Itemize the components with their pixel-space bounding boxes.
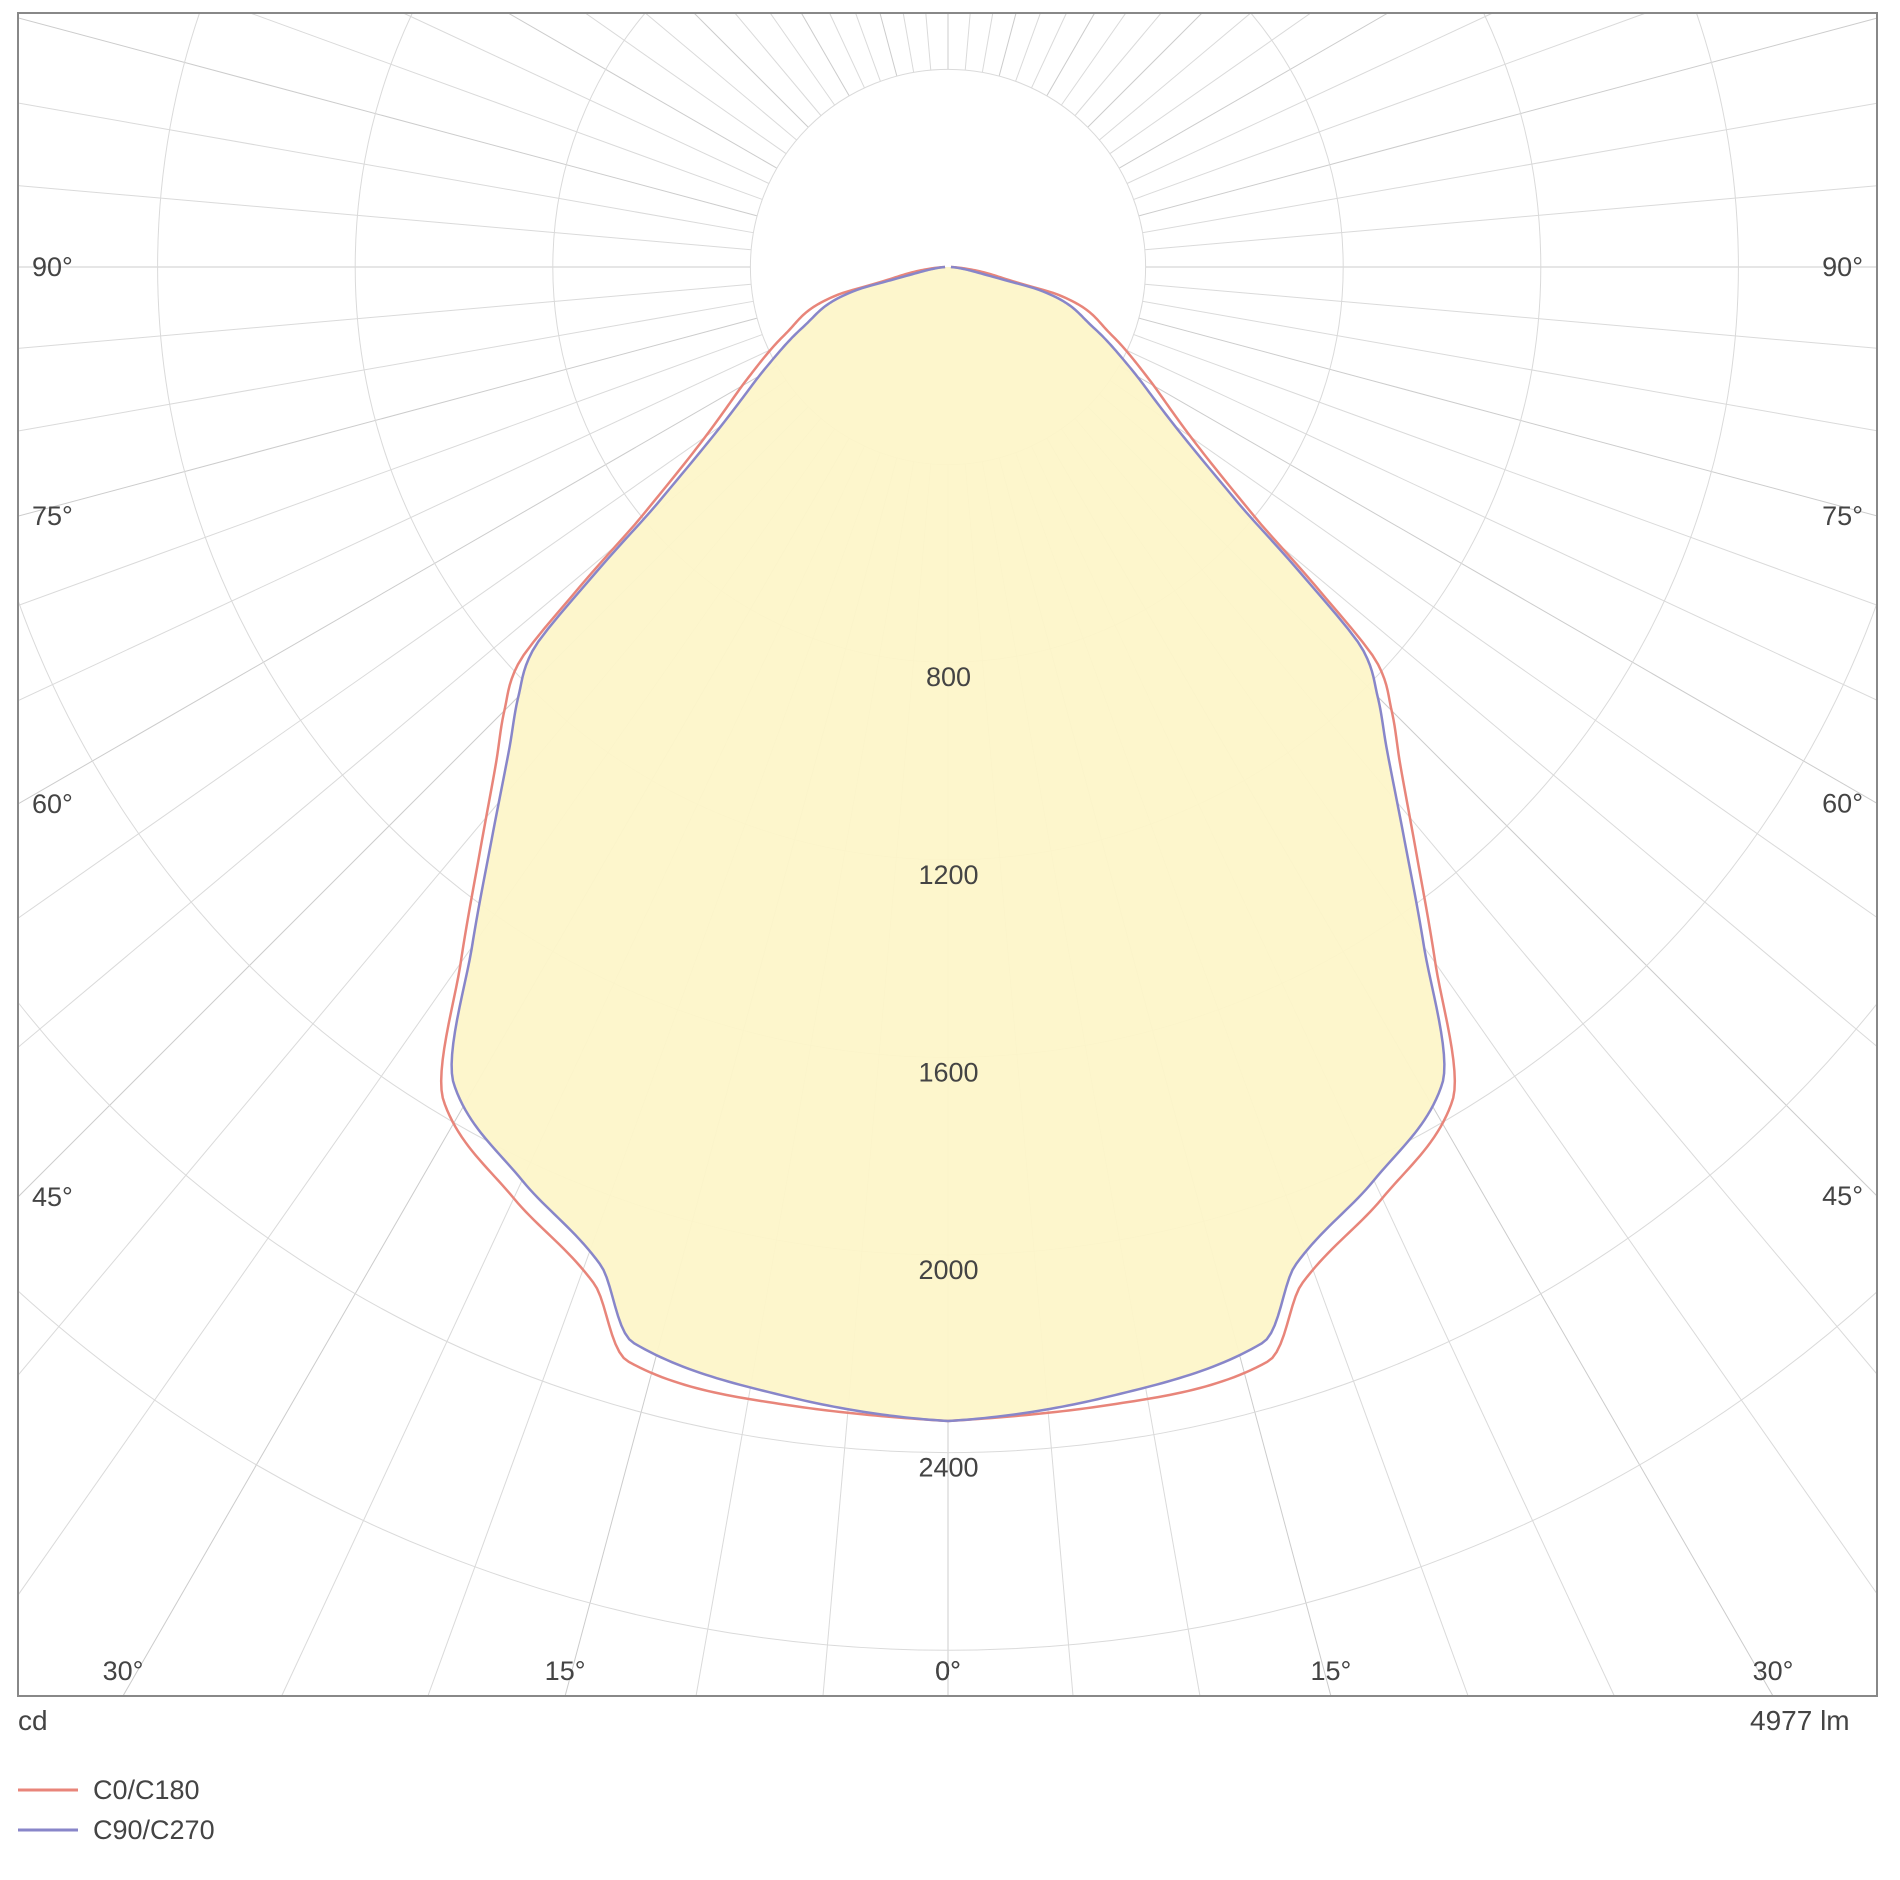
svg-text:60°: 60°	[1822, 788, 1863, 818]
svg-text:1600: 1600	[918, 1057, 978, 1087]
svg-text:90°: 90°	[32, 252, 73, 282]
svg-text:45°: 45°	[32, 1182, 73, 1212]
svg-text:60°: 60°	[32, 789, 73, 819]
svg-text:30°: 30°	[103, 1656, 144, 1686]
svg-text:2000: 2000	[918, 1255, 978, 1285]
svg-text:0°: 0°	[935, 1656, 961, 1686]
svg-text:800: 800	[926, 662, 971, 692]
svg-text:15°: 15°	[1310, 1656, 1351, 1686]
svg-text:15°: 15°	[545, 1656, 586, 1686]
svg-text:30°: 30°	[1753, 1656, 1794, 1686]
svg-text:C90/C270: C90/C270	[93, 1815, 215, 1845]
svg-text:45°: 45°	[1822, 1181, 1863, 1211]
svg-text:75°: 75°	[32, 501, 73, 531]
svg-text:1200: 1200	[918, 860, 978, 890]
svg-text:C0/C180: C0/C180	[93, 1775, 200, 1805]
svg-text:90°: 90°	[1822, 252, 1863, 282]
svg-text:75°: 75°	[1822, 501, 1863, 531]
svg-text:2400: 2400	[918, 1453, 978, 1483]
